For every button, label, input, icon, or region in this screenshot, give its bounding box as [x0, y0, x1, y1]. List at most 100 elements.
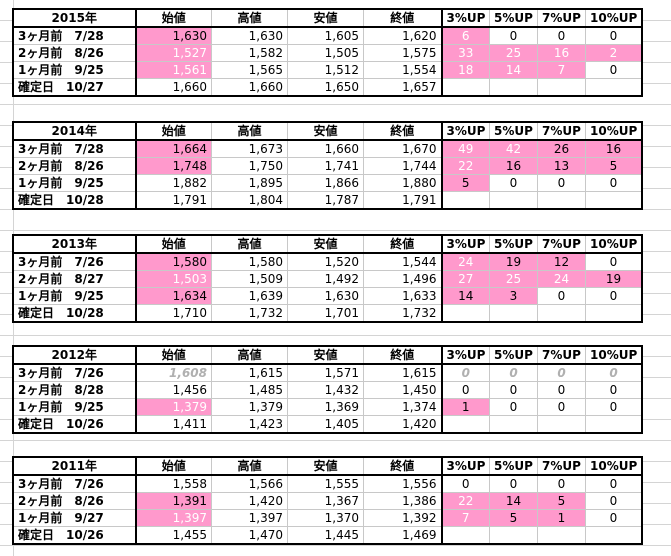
cell-low[interactable]: 1,492: [287, 270, 364, 288]
cell-low[interactable]: 1,741: [287, 157, 364, 175]
cell-high[interactable]: 1,660: [211, 78, 288, 96]
cell-high[interactable]: 1,420: [211, 492, 288, 510]
cell-up10[interactable]: 0: [585, 252, 642, 271]
cell-up5[interactable]: 0: [489, 381, 538, 399]
cell-low[interactable]: 1,432: [287, 381, 364, 399]
cell-up3[interactable]: [441, 304, 490, 322]
cell-up5[interactable]: [489, 78, 538, 96]
cell-up10[interactable]: 5: [585, 157, 642, 175]
cell-low[interactable]: 1,405: [287, 415, 364, 433]
cell-low[interactable]: 1,787: [287, 191, 364, 209]
cell-close[interactable]: 1,633: [363, 287, 443, 305]
cell-close[interactable]: 1,469: [363, 526, 443, 544]
cell-up5[interactable]: 0: [489, 398, 538, 416]
cell-up7[interactable]: 5: [537, 492, 586, 510]
cell-up7[interactable]: [537, 526, 586, 544]
cell-up7[interactable]: 0: [537, 174, 586, 192]
cell-up3[interactable]: 22: [441, 157, 490, 175]
cell-low[interactable]: 1,701: [287, 304, 364, 322]
cell-up3[interactable]: 1: [441, 398, 490, 416]
cell-low[interactable]: 1,367: [287, 492, 364, 510]
cell-high[interactable]: 1,565: [211, 61, 288, 79]
cell-up7[interactable]: [537, 304, 586, 322]
cell-up10[interactable]: [585, 191, 642, 209]
cell-high[interactable]: 1,470: [211, 526, 288, 544]
cell-low[interactable]: 1,369: [287, 398, 364, 416]
cell-up5[interactable]: 14: [489, 61, 538, 79]
cell-up7[interactable]: 0: [537, 363, 586, 382]
cell-low[interactable]: 1,520: [287, 252, 364, 271]
cell-up3[interactable]: 49: [441, 139, 490, 158]
cell-up10[interactable]: 0: [585, 174, 642, 192]
cell-up5[interactable]: 0: [489, 26, 538, 45]
cell-up10[interactable]: 0: [585, 26, 642, 45]
cell-low[interactable]: 1,630: [287, 287, 364, 305]
cell-close[interactable]: 1,657: [363, 78, 443, 96]
cell-close[interactable]: 1,554: [363, 61, 443, 79]
cell-close[interactable]: 1,450: [363, 381, 443, 399]
cell-up7[interactable]: 0: [537, 381, 586, 399]
cell-high[interactable]: 1,750: [211, 157, 288, 175]
cell-up3[interactable]: 22: [441, 492, 490, 510]
cell-open[interactable]: 1,580: [135, 252, 212, 271]
cell-up5[interactable]: 19: [489, 252, 538, 271]
cell-up7[interactable]: 0: [537, 398, 586, 416]
cell-up3[interactable]: 5: [441, 174, 490, 192]
cell-up3[interactable]: 0: [441, 363, 490, 382]
cell-open[interactable]: 1,391: [135, 492, 212, 510]
cell-up3[interactable]: 0: [441, 381, 490, 399]
cell-up10[interactable]: 0: [585, 287, 642, 305]
cell-up3[interactable]: 6: [441, 26, 490, 45]
cell-open[interactable]: 1,630: [135, 26, 212, 45]
cell-up10[interactable]: 0: [585, 381, 642, 399]
cell-high[interactable]: 1,379: [211, 398, 288, 416]
cell-open[interactable]: 1,748: [135, 157, 212, 175]
cell-close[interactable]: 1,556: [363, 474, 443, 493]
cell-up7[interactable]: 16: [537, 44, 586, 62]
cell-open[interactable]: 1,561: [135, 61, 212, 79]
cell-up3[interactable]: [441, 78, 490, 96]
cell-open[interactable]: 1,411: [135, 415, 212, 433]
cell-close[interactable]: 1,544: [363, 252, 443, 271]
cell-low[interactable]: 1,505: [287, 44, 364, 62]
cell-low[interactable]: 1,650: [287, 78, 364, 96]
cell-open[interactable]: 1,660: [135, 78, 212, 96]
cell-up7[interactable]: 13: [537, 157, 586, 175]
cell-high[interactable]: 1,582: [211, 44, 288, 62]
cell-up5[interactable]: 14: [489, 492, 538, 510]
cell-up3[interactable]: 18: [441, 61, 490, 79]
cell-high[interactable]: 1,397: [211, 509, 288, 527]
cell-close[interactable]: 1,374: [363, 398, 443, 416]
cell-low[interactable]: 1,605: [287, 26, 364, 45]
cell-up10[interactable]: 0: [585, 363, 642, 382]
cell-up5[interactable]: 25: [489, 44, 538, 62]
cell-high[interactable]: 1,423: [211, 415, 288, 433]
cell-open[interactable]: 1,710: [135, 304, 212, 322]
cell-up7[interactable]: 0: [537, 474, 586, 493]
cell-up7[interactable]: 24: [537, 270, 586, 288]
cell-close[interactable]: 1,670: [363, 139, 443, 158]
cell-close[interactable]: 1,420: [363, 415, 443, 433]
cell-up5[interactable]: 3: [489, 287, 538, 305]
cell-up7[interactable]: 7: [537, 61, 586, 79]
cell-up5[interactable]: 5: [489, 509, 538, 527]
cell-up5[interactable]: [489, 415, 538, 433]
cell-open[interactable]: 1,379: [135, 398, 212, 416]
cell-open[interactable]: 1,664: [135, 139, 212, 158]
cell-close[interactable]: 1,732: [363, 304, 443, 322]
cell-high[interactable]: 1,732: [211, 304, 288, 322]
cell-up10[interactable]: 0: [585, 509, 642, 527]
cell-high[interactable]: 1,673: [211, 139, 288, 158]
cell-up3[interactable]: 24: [441, 252, 490, 271]
cell-up5[interactable]: 0: [489, 363, 538, 382]
cell-up3[interactable]: 14: [441, 287, 490, 305]
cell-close[interactable]: 1,880: [363, 174, 443, 192]
cell-low[interactable]: 1,512: [287, 61, 364, 79]
cell-up5[interactable]: 0: [489, 474, 538, 493]
cell-up10[interactable]: 2: [585, 44, 642, 62]
cell-up5[interactable]: [489, 304, 538, 322]
cell-up3[interactable]: 27: [441, 270, 490, 288]
cell-up10[interactable]: [585, 526, 642, 544]
cell-open[interactable]: 1,456: [135, 381, 212, 399]
cell-low[interactable]: 1,555: [287, 474, 364, 493]
